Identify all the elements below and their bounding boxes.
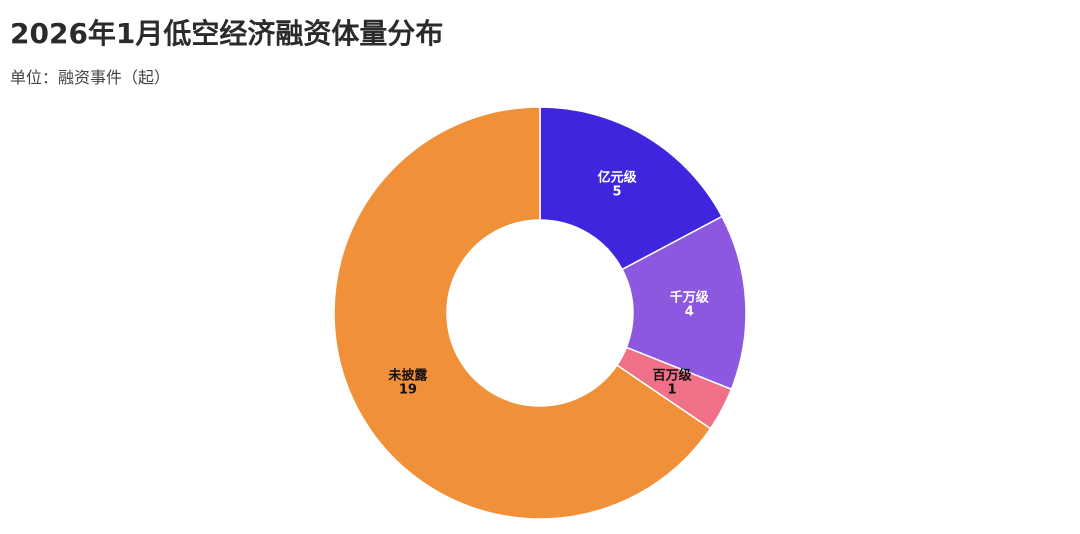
slice-value: 1 bbox=[668, 383, 677, 398]
slice-value: 19 bbox=[399, 383, 417, 398]
donut-slice bbox=[333, 106, 712, 520]
chart-title: 2026年1月低空经济融资体量分布 bbox=[10, 17, 443, 50]
slice-label: 千万级 bbox=[670, 289, 710, 305]
chart-subtitle: 单位：融资事件（起） bbox=[10, 68, 170, 87]
slice-label: 未披露 bbox=[387, 368, 428, 384]
slice-label: 亿元级 bbox=[598, 169, 638, 185]
donut-slice bbox=[539, 106, 724, 271]
slice-value: 4 bbox=[685, 304, 694, 319]
slice-value: 5 bbox=[613, 184, 622, 199]
slice-label: 百万级 bbox=[653, 368, 693, 384]
